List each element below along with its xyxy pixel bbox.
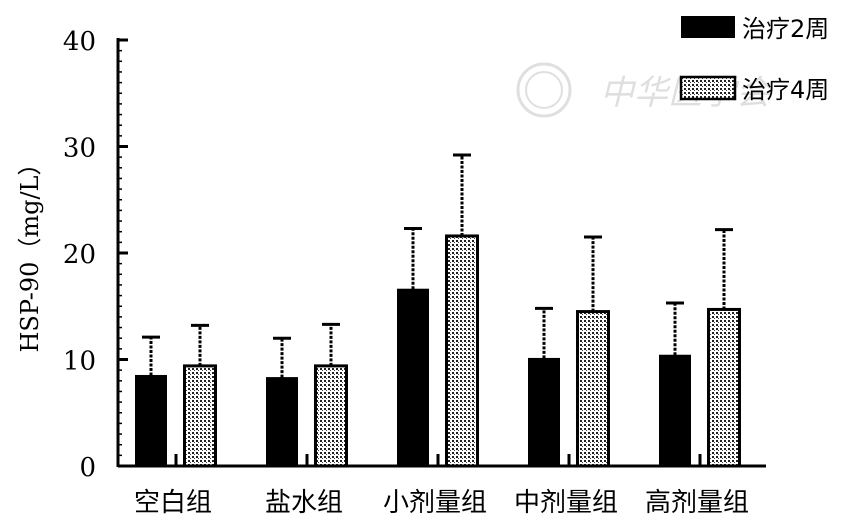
x-tick-label-3: 中剂量组 xyxy=(514,488,618,518)
bar-2-2 xyxy=(445,234,479,468)
legend-swatch-series-2 xyxy=(679,75,737,101)
x-tick-label-1: 盐水组 xyxy=(265,488,343,518)
x-axis-labels: 空白组 盐水组 小剂量组 中剂量组 高剂量组 xyxy=(134,488,749,518)
y-tick-label-3: 30 xyxy=(63,134,96,164)
legend: 治疗2周 治疗4周 xyxy=(679,15,829,104)
bar-1-4 xyxy=(659,354,691,467)
bar-1-3 xyxy=(528,357,560,467)
bar-2-3 xyxy=(576,310,610,468)
bar-2-0 xyxy=(183,364,217,468)
bar-1-0 xyxy=(135,374,167,467)
legend-label-series-1: 治疗2周 xyxy=(742,15,829,43)
y-tick-label-1: 10 xyxy=(63,347,96,377)
y-axis-label: HSP-90（mg/L） xyxy=(16,152,44,353)
bar-1-1 xyxy=(266,377,298,467)
x-tick-label-0: 空白组 xyxy=(134,488,212,518)
bar-2-4 xyxy=(707,307,741,468)
y-tick-label-4: 40 xyxy=(63,27,96,57)
y-tick-label-2: 20 xyxy=(63,240,96,270)
bars-group xyxy=(135,153,741,468)
bar-1-2 xyxy=(397,288,429,467)
y-axis-ticks: 0 10 20 30 40 xyxy=(63,27,128,483)
x-tick-label-4: 高剂量组 xyxy=(645,488,749,518)
x-tick-label-2: 小剂量组 xyxy=(383,488,487,518)
y-tick-label-0: 0 xyxy=(79,453,96,483)
legend-swatch-series-1 xyxy=(681,16,735,38)
bar-2-1 xyxy=(314,364,348,468)
legend-label-series-2: 治疗4周 xyxy=(742,76,829,104)
